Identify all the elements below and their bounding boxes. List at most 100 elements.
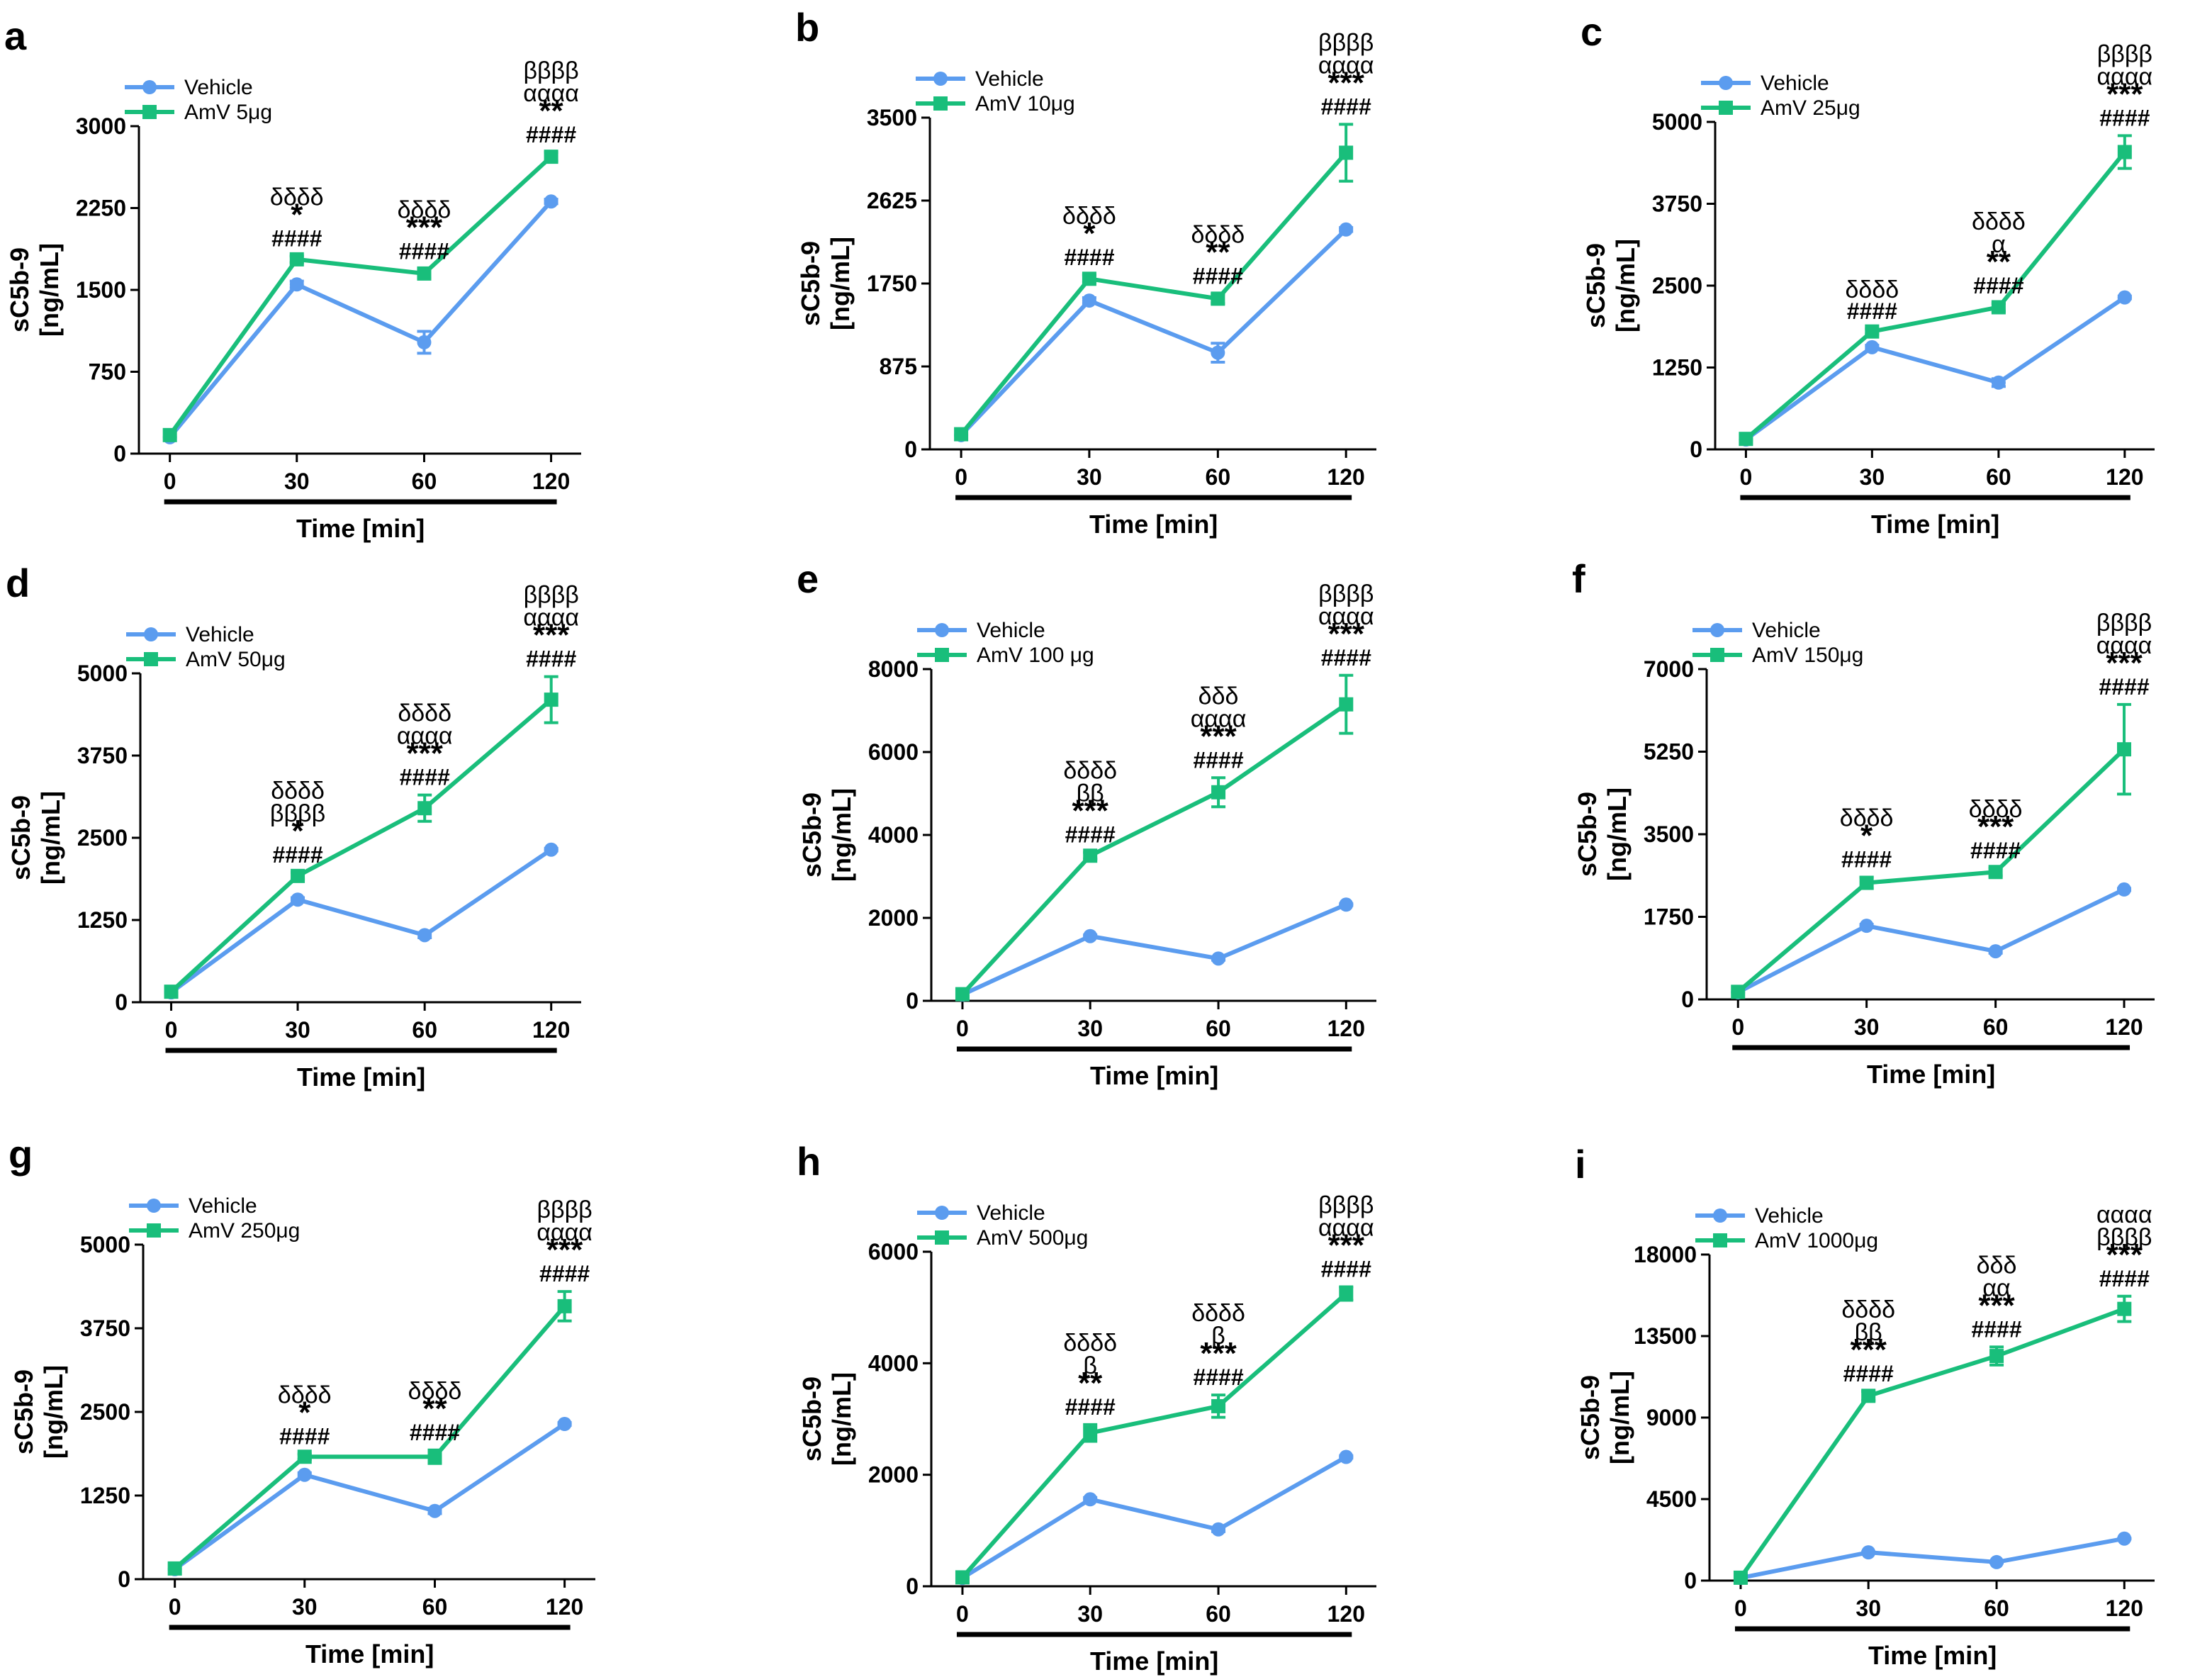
significance-annotation: #### [1321, 94, 1371, 119]
amv-point [1083, 848, 1098, 863]
legend-amv-label: AmV 1000μg [1755, 1229, 1878, 1252]
legend-vehicle-label: Vehicle [975, 67, 1044, 91]
significance-annotation: δδδδ [271, 778, 325, 804]
significance-annotation: δδδδ [278, 1381, 332, 1408]
vehicle-series-line [959, 228, 1348, 437]
vehicle-series-line [1740, 1536, 2125, 1581]
amv-point [1991, 300, 2006, 315]
vehicle-point [297, 1467, 312, 1482]
amv-series-line [168, 155, 553, 437]
legend-amv-marker [144, 652, 158, 666]
x-tick-label: 120 [2106, 464, 2143, 490]
panel-f: f 0 1750 3500 5250 7000 0 30 60 120 Time [min] sC5b… [1572, 556, 2155, 1089]
y-tick-label: 3000 [76, 113, 126, 139]
significance-annotation: β [1083, 1352, 1097, 1379]
significance-annotation: β [1211, 1323, 1225, 1350]
panel-letter: d [6, 561, 30, 605]
amv-point [289, 252, 304, 267]
y-axis-title-line1: sC5b-9 [5, 247, 34, 332]
significance-annotation: #### [1321, 1257, 1371, 1282]
y-axis-title-line2: [ng/mL] [1605, 1371, 1634, 1464]
y-axis-title-line1: sC5b-9 [9, 1369, 38, 1454]
legend-amv-marker [147, 1223, 161, 1238]
y-tick-label: 8000 [868, 656, 919, 682]
panel-letter: c [1581, 9, 1602, 54]
vehicle-series-line [1736, 887, 2126, 994]
y-axis-title-line2: [ng/mL] [39, 1365, 68, 1459]
x-tick-label: 120 [532, 1017, 570, 1043]
amv-point [1859, 875, 1874, 890]
y-tick-label: 0 [906, 988, 919, 1014]
legend-amv-marker [1713, 1233, 1727, 1247]
x-tick-label: 30 [1077, 1601, 1103, 1627]
y-tick-label: 1500 [76, 277, 126, 303]
y-tick-label: 7000 [1644, 656, 1694, 682]
x-tick-label: 120 [2106, 1595, 2143, 1621]
y-tick-label: 2000 [868, 905, 919, 931]
significance-annotation: #### [526, 122, 576, 147]
y-tick-label: 3750 [80, 1316, 130, 1341]
legend-vehicle-marker [1719, 76, 1733, 90]
x-axis-title: Time [min] [1090, 1061, 1218, 1090]
vehicle-point [2117, 882, 2132, 897]
y-axis-title-line2: [ng/mL] [35, 243, 64, 337]
legend-vehicle-label: Vehicle [977, 1201, 1045, 1225]
significance-annotation: ββββ [2097, 40, 2152, 67]
y-axis-title-line2: [ng/mL] [1611, 239, 1640, 332]
amv-series-line [1736, 748, 2126, 994]
x-tick-label: 0 [1731, 1014, 1744, 1040]
x-tick-label: 120 [1327, 464, 1364, 490]
amv-series-line [960, 702, 1347, 996]
panel-c: c 0 1250 2500 3750 5000 0 30 60 120 Time [min] sC5b… [1581, 9, 2155, 539]
significance-annotation: ββββ [270, 800, 325, 827]
legend-vehicle-label: Vehicle [184, 76, 253, 99]
significance-annotation: #### [399, 239, 449, 264]
x-tick-label: 30 [284, 469, 310, 494]
y-axis-title-line2: [ng/mL] [827, 1372, 856, 1466]
significance-annotation: δδδδ [1969, 796, 2023, 823]
vehicle-point [2117, 290, 2132, 305]
vehicle-point [1083, 1492, 1098, 1507]
y-axis-title: sC5b-9[ng/mL] [1573, 787, 1632, 881]
y-tick-label: 3750 [77, 743, 128, 768]
legend-vehicle-label: Vehicle [1752, 619, 1821, 642]
significance-annotation: *** [1328, 1228, 1365, 1263]
significance-annotation: #### [1971, 1316, 2021, 1342]
significance-annotation: ββ [1855, 1319, 1882, 1346]
legend-amv-marker [935, 1230, 949, 1245]
panel-i: i 0 4500 9000 13500 18000 0 30 60 120 Time [min] sC… [1575, 1142, 2155, 1670]
amv-point [954, 427, 969, 442]
vehicle-point [1211, 951, 1226, 966]
legend-amv-label: AmV 50μg [186, 648, 286, 671]
vehicle-point [1339, 897, 1354, 912]
significance-annotation: δδδδ [1972, 208, 2026, 235]
significance-annotation: #### [1847, 298, 1897, 324]
y-tick-label: 13500 [1634, 1323, 1697, 1349]
significance-annotation: #### [272, 842, 322, 868]
significance-annotation: #### [526, 646, 576, 672]
vehicle-point [1991, 375, 2006, 390]
significance-annotation: αααα [2096, 1201, 2152, 1228]
vehicle-point [417, 928, 432, 943]
vehicle-point [1859, 919, 1874, 933]
x-tick-label: 120 [1327, 1601, 1365, 1627]
significance-annotation: * [1083, 216, 1096, 251]
y-axis-title: sC5b-9[ng/mL] [797, 1372, 856, 1466]
x-tick-label: 120 [2105, 1014, 2143, 1040]
significance-annotation: δδδ [1198, 683, 1239, 710]
y-axis-title: sC5b-9[ng/mL] [9, 1365, 68, 1459]
y-axis-title-line1: sC5b-9 [796, 241, 825, 326]
significance-annotation: ** [1078, 1366, 1103, 1401]
significance-annotation: δδδδ [1063, 1330, 1117, 1357]
significance-annotation: *** [406, 211, 443, 245]
significance-annotation: #### [1973, 273, 2023, 298]
x-tick-label: 60 [1983, 1014, 2009, 1040]
y-tick-label: 1250 [80, 1483, 130, 1508]
legend-amv-label: AmV 10μg [975, 92, 1075, 116]
amv-point [1739, 432, 1753, 447]
significance-annotation: ββββ [1318, 580, 1374, 607]
significance-annotation: #### [1321, 645, 1371, 671]
amv-point [1211, 1398, 1226, 1413]
amv-point [1861, 1389, 1876, 1403]
